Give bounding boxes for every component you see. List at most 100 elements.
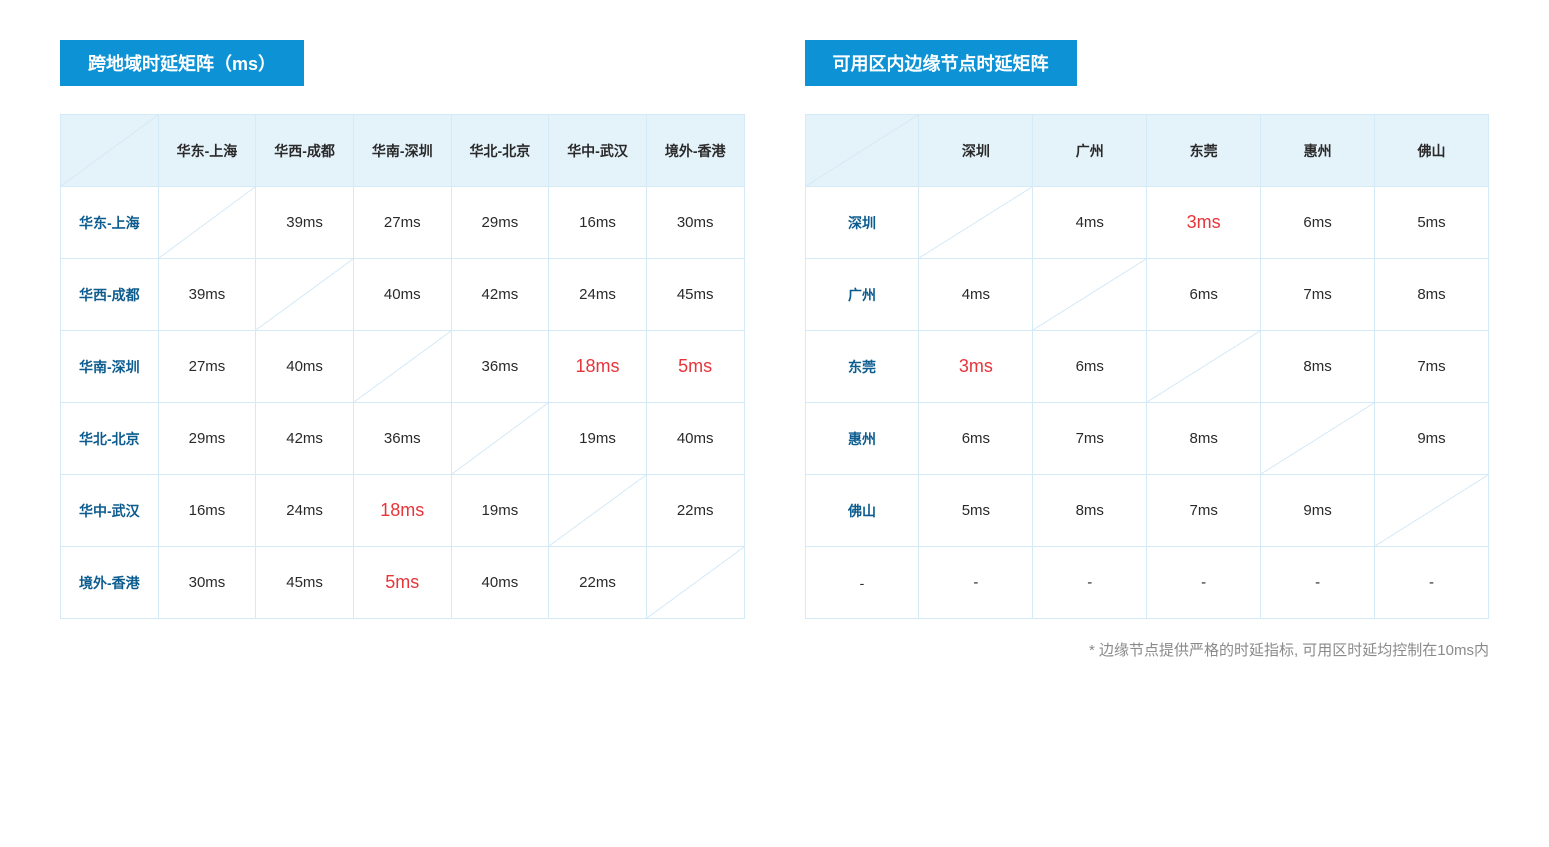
table-cell: 18ms bbox=[353, 475, 451, 547]
table-cell: 40ms bbox=[256, 331, 354, 403]
table-corner bbox=[61, 115, 159, 187]
table-cell: 19ms bbox=[451, 475, 549, 547]
cross-region-title: 跨地域时延矩阵（ms） bbox=[60, 40, 304, 86]
table-cell: 3ms bbox=[1147, 187, 1261, 259]
table-cell bbox=[1375, 475, 1489, 547]
table-cell: 6ms bbox=[1033, 331, 1147, 403]
row-header: 华西-成都 bbox=[61, 259, 159, 331]
edge-node-section: 可用区内边缘节点时延矩阵 深圳 广州 东莞 惠州 佛山 深圳4ms3ms6ms5… bbox=[805, 40, 1490, 660]
row-header: - bbox=[805, 547, 919, 619]
col-header: 华西-成都 bbox=[256, 115, 354, 187]
table-cell: 19ms bbox=[549, 403, 647, 475]
table-row: 华南-深圳27ms40ms36ms18ms5ms bbox=[61, 331, 745, 403]
row-header: 境外-香港 bbox=[61, 547, 159, 619]
table-cell bbox=[1147, 331, 1261, 403]
table-cell: - bbox=[1375, 547, 1489, 619]
table-cell: 42ms bbox=[256, 403, 354, 475]
col-header: 华中-武汉 bbox=[549, 115, 647, 187]
table-cell: 8ms bbox=[1147, 403, 1261, 475]
table-row: 惠州6ms7ms8ms9ms bbox=[805, 403, 1489, 475]
table-cell: 8ms bbox=[1375, 259, 1489, 331]
table-cell: 39ms bbox=[158, 259, 256, 331]
table-cell: 29ms bbox=[451, 187, 549, 259]
table-cell: 5ms bbox=[919, 475, 1033, 547]
table-cell: 16ms bbox=[158, 475, 256, 547]
table-cell: 5ms bbox=[1375, 187, 1489, 259]
table-cell: 24ms bbox=[549, 259, 647, 331]
table-row: 华中-武汉16ms24ms18ms19ms22ms bbox=[61, 475, 745, 547]
table-cell: 18ms bbox=[549, 331, 647, 403]
table-cell bbox=[451, 403, 549, 475]
row-header: 惠州 bbox=[805, 403, 919, 475]
table-cell: 39ms bbox=[256, 187, 354, 259]
row-header: 佛山 bbox=[805, 475, 919, 547]
footnote: * 边缘节点提供严格的时延指标, 可用区时延均控制在10ms内 bbox=[805, 639, 1490, 660]
table-cell: - bbox=[919, 547, 1033, 619]
table-row: 深圳 4ms3ms6ms5ms bbox=[805, 187, 1489, 259]
table-cell bbox=[1033, 259, 1147, 331]
table-cell: 30ms bbox=[158, 547, 256, 619]
col-header: 深圳 bbox=[919, 115, 1033, 187]
cross-region-tbody: 华东-上海39ms27ms29ms16ms30ms华西-成都39ms40ms42… bbox=[61, 187, 745, 619]
table-row: 东莞3ms6ms8ms7ms bbox=[805, 331, 1489, 403]
table-cell: 27ms bbox=[353, 187, 451, 259]
table-row: 华西-成都39ms 40ms42ms24ms45ms bbox=[61, 259, 745, 331]
edge-node-title: 可用区内边缘节点时延矩阵 bbox=[805, 40, 1077, 86]
col-header: 境外-香港 bbox=[646, 115, 744, 187]
row-header: 华中-武汉 bbox=[61, 475, 159, 547]
table-cell: 40ms bbox=[451, 547, 549, 619]
table-cell: 42ms bbox=[451, 259, 549, 331]
table-cell: 8ms bbox=[1261, 331, 1375, 403]
table-cell: 6ms bbox=[919, 403, 1033, 475]
table-cell: 22ms bbox=[549, 547, 647, 619]
table-row: ------ bbox=[805, 547, 1489, 619]
table-cell bbox=[549, 475, 647, 547]
table-cell: 40ms bbox=[353, 259, 451, 331]
table-cell: 36ms bbox=[451, 331, 549, 403]
row-header: 东莞 bbox=[805, 331, 919, 403]
row-header: 华南-深圳 bbox=[61, 331, 159, 403]
col-header: 华北-北京 bbox=[451, 115, 549, 187]
table-cell: - bbox=[1033, 547, 1147, 619]
latency-tables-container: 跨地域时延矩阵（ms） 华东-上海 华西-成都 华南-深圳 华北-北京 华中-武… bbox=[60, 40, 1489, 660]
table-cell: 6ms bbox=[1147, 259, 1261, 331]
table-cell bbox=[353, 331, 451, 403]
table-row: 华东-上海39ms27ms29ms16ms30ms bbox=[61, 187, 745, 259]
row-header: 广州 bbox=[805, 259, 919, 331]
table-cell bbox=[919, 187, 1033, 259]
table-cell: 45ms bbox=[646, 259, 744, 331]
table-cell bbox=[646, 547, 744, 619]
table-cell: 9ms bbox=[1375, 403, 1489, 475]
cross-region-section: 跨地域时延矩阵（ms） 华东-上海 华西-成都 华南-深圳 华北-北京 华中-武… bbox=[60, 40, 745, 660]
table-cell: 36ms bbox=[353, 403, 451, 475]
col-header: 惠州 bbox=[1261, 115, 1375, 187]
table-cell: - bbox=[1261, 547, 1375, 619]
table-cell: 5ms bbox=[353, 547, 451, 619]
table-cell: 4ms bbox=[1033, 187, 1147, 259]
col-header: 华东-上海 bbox=[158, 115, 256, 187]
table-cell: 40ms bbox=[646, 403, 744, 475]
edge-node-table: 深圳 广州 东莞 惠州 佛山 深圳4ms3ms6ms5ms广州4ms6ms7ms… bbox=[805, 114, 1490, 619]
table-cell: 7ms bbox=[1375, 331, 1489, 403]
table-cell: 7ms bbox=[1147, 475, 1261, 547]
col-header: 华南-深圳 bbox=[353, 115, 451, 187]
table-cell bbox=[1261, 403, 1375, 475]
col-header: 广州 bbox=[1033, 115, 1147, 187]
table-cell bbox=[256, 259, 354, 331]
table-cell: 4ms bbox=[919, 259, 1033, 331]
row-header: 华北-北京 bbox=[61, 403, 159, 475]
table-row: 佛山5ms8ms7ms9ms bbox=[805, 475, 1489, 547]
table-cell: 22ms bbox=[646, 475, 744, 547]
col-header: 佛山 bbox=[1375, 115, 1489, 187]
table-cell: 29ms bbox=[158, 403, 256, 475]
table-cell: 7ms bbox=[1261, 259, 1375, 331]
table-cell: 16ms bbox=[549, 187, 647, 259]
table-cell: 6ms bbox=[1261, 187, 1375, 259]
table-row: 境外-香港30ms45ms5ms40ms22ms bbox=[61, 547, 745, 619]
table-row: 华北-北京29ms42ms36ms 19ms40ms bbox=[61, 403, 745, 475]
table-cell: 27ms bbox=[158, 331, 256, 403]
row-header: 深圳 bbox=[805, 187, 919, 259]
table-cell: 45ms bbox=[256, 547, 354, 619]
table-cell bbox=[158, 187, 256, 259]
table-cell: 8ms bbox=[1033, 475, 1147, 547]
